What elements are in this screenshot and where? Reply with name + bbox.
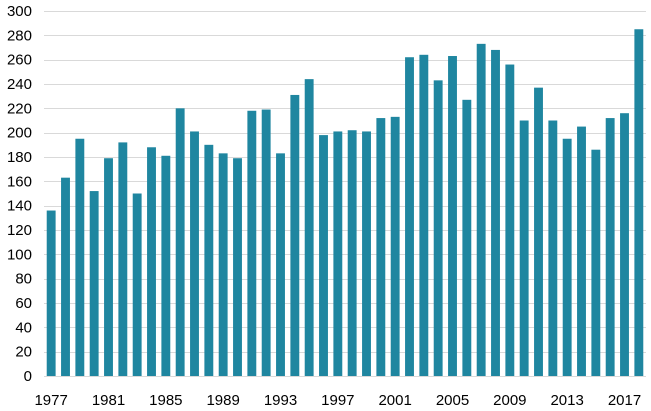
y-tick-label: 100 bbox=[7, 246, 32, 263]
x-tick-label: 1997 bbox=[321, 392, 354, 409]
y-tick-label: 0 bbox=[24, 368, 32, 385]
x-tick-label: 2001 bbox=[378, 392, 411, 409]
bars bbox=[46, 29, 644, 377]
bar-2004 bbox=[433, 80, 443, 376]
bar-1990 bbox=[233, 158, 242, 376]
bar-1981 bbox=[104, 158, 113, 376]
y-tick-label: 20 bbox=[15, 344, 32, 361]
bar-2014 bbox=[577, 126, 586, 376]
bar-1985 bbox=[161, 155, 171, 376]
bar-2001 bbox=[390, 116, 400, 376]
bar-1978 bbox=[61, 177, 70, 376]
y-tick-label: 200 bbox=[7, 125, 32, 142]
bar-1991 bbox=[247, 110, 257, 377]
bar-2002 bbox=[405, 57, 414, 376]
x-tick-label: 2009 bbox=[493, 392, 526, 409]
bar-2006 bbox=[462, 99, 472, 376]
y-tick-label: 140 bbox=[7, 198, 32, 215]
x-tick-label: 2013 bbox=[550, 392, 583, 409]
bar-2012 bbox=[548, 120, 558, 376]
bar-2007 bbox=[476, 43, 486, 376]
y-tick-label: 40 bbox=[15, 319, 32, 336]
bar-2015 bbox=[591, 149, 601, 376]
bar-1977 bbox=[46, 210, 56, 376]
bar-1980 bbox=[89, 191, 99, 376]
bar-2017 bbox=[620, 113, 629, 376]
bar-1997 bbox=[333, 131, 343, 376]
y-tick-label: 120 bbox=[7, 222, 32, 239]
bar-1987 bbox=[190, 131, 199, 376]
bar-2000 bbox=[376, 118, 386, 376]
bar-1992 bbox=[261, 109, 271, 377]
x-tick-label: 1985 bbox=[149, 392, 182, 409]
x-tick-labels: 1977 1981 1985 1989 1993 1997 2001 2005 2009 2013… bbox=[34, 392, 641, 409]
bar-2008 bbox=[491, 49, 500, 377]
bar-1988 bbox=[204, 144, 214, 376]
gridlines bbox=[44, 11, 646, 353]
y-tick-label: 240 bbox=[7, 76, 32, 93]
y-tick-label: 220 bbox=[7, 100, 32, 117]
x-tick-label: 2005 bbox=[436, 392, 469, 409]
bar-1989 bbox=[218, 153, 228, 376]
bar-1998 bbox=[347, 130, 357, 376]
y-tick-label: 280 bbox=[7, 27, 32, 44]
bar-1993 bbox=[276, 153, 285, 376]
bar-1994 bbox=[290, 94, 300, 376]
bar-2010 bbox=[519, 120, 529, 376]
bar-1984 bbox=[147, 147, 156, 376]
y-tick-label: 180 bbox=[7, 149, 32, 166]
y-tick-label: 80 bbox=[15, 271, 32, 288]
bar-2013 bbox=[562, 138, 572, 376]
bar-1996 bbox=[319, 135, 328, 376]
bar-1979 bbox=[75, 138, 85, 376]
x-tick-label: 1993 bbox=[264, 392, 297, 409]
y-tick-label: 300 bbox=[7, 3, 32, 20]
bar-1982 bbox=[118, 142, 128, 376]
bar-1995 bbox=[304, 79, 314, 376]
bar-2005 bbox=[448, 56, 457, 377]
x-tick-label: 2017 bbox=[608, 392, 641, 409]
y-tick-label: 60 bbox=[15, 295, 32, 312]
x-tick-label: 1981 bbox=[92, 392, 125, 409]
bar-2016 bbox=[605, 118, 615, 376]
y-tick-label: 260 bbox=[7, 52, 32, 69]
bar-2011 bbox=[534, 87, 543, 377]
y-tick-labels: 0 20 40 60 80 100 120 140 160 180 200 220 240 260 280 3… bbox=[7, 3, 32, 385]
bar-2009 bbox=[505, 64, 515, 376]
bar-1986 bbox=[175, 108, 185, 376]
x-tick-label: 1989 bbox=[206, 392, 239, 409]
bar-1983 bbox=[132, 193, 142, 376]
bar-2018 bbox=[634, 29, 644, 376]
bar-2003 bbox=[419, 54, 429, 377]
bar-1999 bbox=[362, 131, 371, 376]
y-tick-label: 160 bbox=[7, 173, 32, 190]
x-tick-label: 1977 bbox=[34, 392, 67, 409]
